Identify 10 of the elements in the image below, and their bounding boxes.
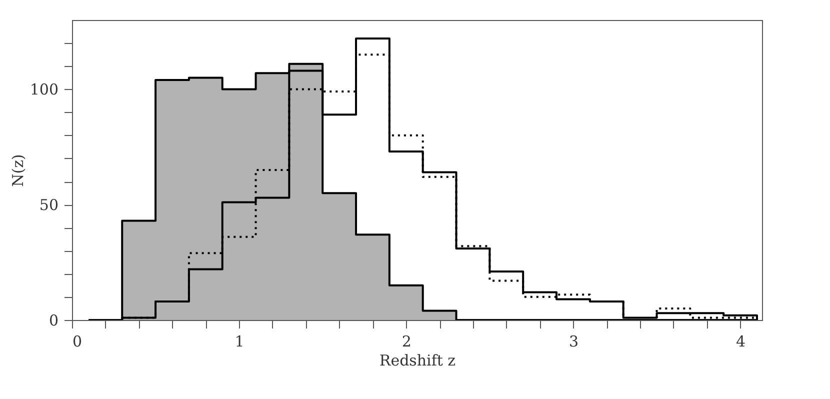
x-tick-label: 1 bbox=[234, 332, 244, 350]
x-tick-label: 4 bbox=[736, 332, 746, 350]
x-tick-label: 3 bbox=[568, 332, 578, 350]
y-tick-label: 0 bbox=[48, 312, 58, 330]
x-tick-label: 0 bbox=[72, 332, 82, 350]
y-axis-title: N(z) bbox=[8, 154, 27, 187]
x-tick-label: 2 bbox=[402, 332, 412, 350]
y-tick-label: 100 bbox=[30, 80, 58, 99]
y-tick-label: 50 bbox=[39, 196, 58, 214]
x-axis-title: Redshift z bbox=[379, 352, 456, 370]
